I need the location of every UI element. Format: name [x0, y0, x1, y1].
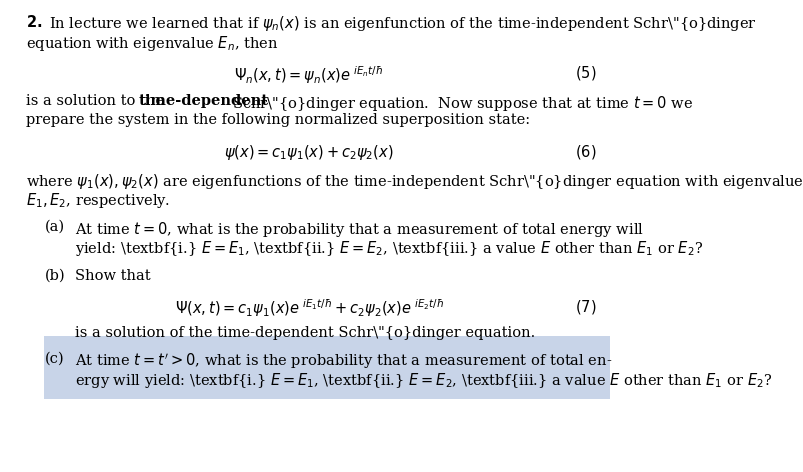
Text: Schr\"{o}dinger equation.  Now suppose that at time $t=0$ we: Schr\"{o}dinger equation. Now suppose th…	[232, 94, 693, 113]
Text: $(7)$: $(7)$	[575, 297, 596, 316]
Text: (b): (b)	[44, 269, 65, 283]
FancyBboxPatch shape	[44, 336, 609, 399]
Text: where $\psi_1(x), \psi_2(x)$ are eigenfunctions of the time-independent Schr\"{o: where $\psi_1(x), \psi_2(x)$ are eigenfu…	[26, 172, 803, 191]
Text: $(5)$: $(5)$	[575, 64, 596, 82]
Text: At time $t=0$, what is the probability that a measurement of total energy will: At time $t=0$, what is the probability t…	[75, 219, 643, 239]
Text: equation with eigenvalue $E_n$, then: equation with eigenvalue $E_n$, then	[26, 34, 278, 53]
Text: (c): (c)	[44, 352, 64, 366]
Text: $\Psi(x,t) = c_1\psi_1(x)e^{\ iE_1 t/\hbar} + c_2\psi_2(x)e^{\ iE_2 t/\hbar}$: $\Psi(x,t) = c_1\psi_1(x)e^{\ iE_1 t/\hb…	[174, 297, 443, 319]
Text: is a solution of the time-dependent Schr\"{o}dinger equation.: is a solution of the time-dependent Schr…	[75, 327, 535, 340]
Text: prepare the system in the following normalized superposition state:: prepare the system in the following norm…	[26, 113, 529, 127]
Text: yield: \textbf{i.} $E=E_1$, \textbf{ii.} $E=E_2$, \textbf{iii.} a value $E$ othe: yield: \textbf{i.} $E=E_1$, \textbf{ii.}…	[75, 239, 703, 258]
Text: Show that: Show that	[75, 269, 150, 283]
Text: time-dependent: time-dependent	[139, 94, 268, 108]
Text: $\psi(x) = c_1\psi_1(x) + c_2\psi_2(x)$: $\psi(x) = c_1\psi_1(x) + c_2\psi_2(x)$	[224, 143, 393, 162]
Text: $E_1, E_2$, respectively.: $E_1, E_2$, respectively.	[26, 191, 170, 210]
Text: At time $t=t^{\prime}>0$, what is the probability that a measurement of total en: At time $t=t^{\prime}>0$, what is the pr…	[75, 352, 612, 371]
Text: $\mathbf{2.}$: $\mathbf{2.}$	[26, 15, 43, 30]
Text: is a solution to the: is a solution to the	[26, 94, 169, 108]
Text: $\Psi_n(x,t) = \psi_n(x)e^{\ iE_n t/\hbar}$: $\Psi_n(x,t) = \psi_n(x)e^{\ iE_n t/\hba…	[234, 64, 383, 86]
Text: ergy will yield: \textbf{i.} $E=E_1$, \textbf{ii.} $E=E_2$, \textbf{iii.} a valu: ergy will yield: \textbf{i.} $E=E_1$, \t…	[75, 371, 772, 390]
Text: $(6)$: $(6)$	[575, 143, 596, 160]
Text: (a): (a)	[44, 219, 64, 234]
Text: In lecture we learned that if $\psi_n(x)$ is an eigenfunction of the time-indepe: In lecture we learned that if $\psi_n(x)…	[49, 15, 756, 34]
